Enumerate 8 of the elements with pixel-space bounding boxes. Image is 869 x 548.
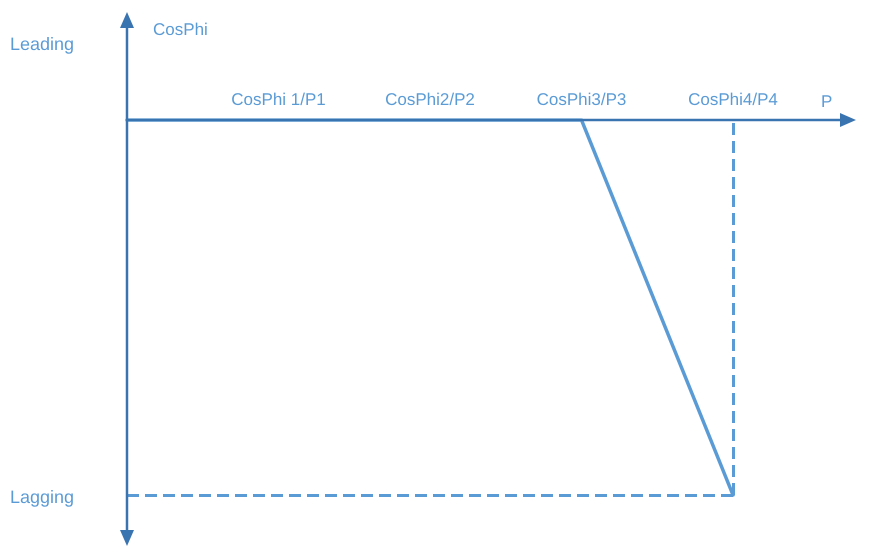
x-tick-label: CosPhi 1/P1 — [231, 90, 326, 109]
x-tick-label: CosPhi2/P2 — [385, 90, 475, 109]
text: Leading — [10, 34, 74, 54]
text: Lagging — [10, 487, 74, 507]
x-tick-label: CosPhi4/P4 — [688, 90, 778, 109]
y-axis-title: CosPhi — [153, 20, 208, 39]
x-tick-label: CosPhi3/P3 — [536, 90, 626, 109]
x-axis-title: P — [821, 92, 832, 111]
